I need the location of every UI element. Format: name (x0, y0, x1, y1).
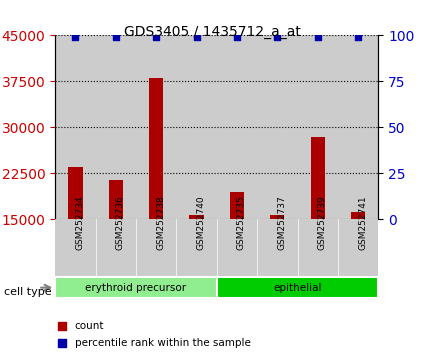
Bar (298, 35, 338, 219)
Text: erythroid precursor: erythroid precursor (85, 282, 187, 293)
Bar (257, 219, 298, 276)
Point (274, 34, 280, 40)
Point (153, 34, 159, 40)
Point (314, 34, 321, 40)
Point (112, 34, 119, 40)
FancyBboxPatch shape (217, 277, 378, 298)
Point (72, 34, 79, 40)
Point (272, 105, 279, 110)
Bar (311, 137, 325, 219)
Bar (55, 219, 96, 276)
Bar (96, 35, 136, 219)
Bar (190, 215, 204, 219)
Text: GSM252741: GSM252741 (358, 195, 367, 250)
Bar (55, 35, 96, 219)
Text: cell type: cell type (4, 287, 52, 297)
Bar (109, 179, 123, 219)
Bar (176, 219, 217, 276)
FancyBboxPatch shape (55, 277, 217, 298)
Bar (149, 78, 163, 219)
Text: percentile rank within the sample: percentile rank within the sample (75, 338, 250, 348)
Bar (257, 35, 298, 219)
Text: epithelial: epithelial (273, 282, 322, 293)
Text: GSM252735: GSM252735 (237, 195, 246, 250)
Bar (176, 35, 217, 219)
Bar (270, 215, 284, 219)
Bar (217, 35, 257, 219)
Bar (68, 167, 82, 219)
Bar (136, 219, 176, 276)
Bar (217, 219, 257, 276)
Bar (298, 219, 338, 276)
Bar (338, 35, 378, 219)
Bar (136, 35, 176, 219)
Text: GDS3405 / 1435712_a_at: GDS3405 / 1435712_a_at (124, 25, 301, 39)
Text: GSM252740: GSM252740 (196, 195, 206, 250)
Point (272, 266, 279, 271)
Text: GSM252737: GSM252737 (277, 195, 286, 250)
Bar (338, 219, 378, 276)
Text: count: count (75, 321, 104, 331)
Point (233, 34, 240, 40)
Text: GSM252734: GSM252734 (76, 195, 85, 250)
Point (354, 34, 361, 40)
Text: GSM252738: GSM252738 (156, 195, 165, 250)
Bar (230, 192, 244, 219)
Text: GSM252739: GSM252739 (317, 195, 327, 250)
Bar (96, 219, 136, 276)
Text: GSM252736: GSM252736 (116, 195, 125, 250)
Bar (351, 212, 365, 219)
Point (193, 34, 200, 40)
